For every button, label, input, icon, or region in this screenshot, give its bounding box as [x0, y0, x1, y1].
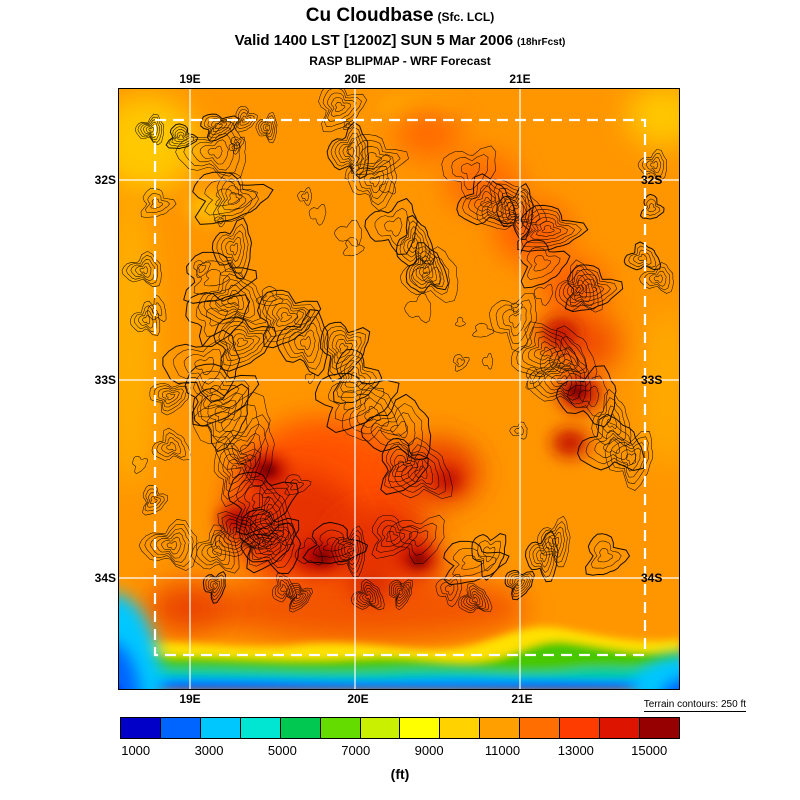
colorbar-segment — [280, 718, 321, 738]
colorbar-segment — [240, 718, 281, 738]
colorbar-segment — [520, 718, 561, 738]
chart-title-suffix: (Sfc. LCL) — [437, 10, 495, 24]
colorbar-segment — [400, 718, 441, 738]
coastal-corner-deeps — [118, 593, 680, 690]
lat-lon-grid — [118, 88, 680, 690]
y-tick-right-32S: 32S — [641, 173, 663, 187]
colorbar-segment — [639, 718, 679, 738]
y-tick-right-34S: 34S — [641, 571, 663, 585]
colorbar-tick-labels: 1000 3000 5000 7000 9000 11000 13000 15000 — [120, 743, 680, 759]
map-frame — [118, 88, 680, 690]
inner-domain-boundary — [153, 118, 647, 657]
terrain-contour-lines — [121, 88, 674, 614]
colorbar — [120, 717, 680, 739]
y-tick-left-32S: 32S — [94, 173, 116, 187]
colorbar-tick-label: 1000 — [121, 743, 151, 758]
colorbar-tick-label: 9000 — [414, 743, 444, 758]
colorbar-segment — [440, 718, 481, 738]
colorbar-tick-label: 11000 — [484, 743, 521, 758]
x-tick-bottom-21E: 21E — [511, 692, 533, 706]
chart-title: Cu Cloudbase — [305, 5, 434, 26]
colorbar-tick-label: 5000 — [267, 743, 297, 758]
colorbar-segment — [121, 718, 161, 738]
y-tick-left-34S: 34S — [94, 571, 116, 585]
x-tick-top-21E: 21E — [509, 72, 531, 86]
colorbar-tick-label: 13000 — [557, 743, 594, 758]
model-source-line: RASP BLIPMAP - WRF Forecast — [309, 54, 491, 68]
colorbar-tick-label: 3000 — [194, 743, 224, 758]
colorbar-tick-label: 15000 — [631, 743, 668, 758]
x-tick-top-19E: 19E — [179, 72, 201, 86]
colorbar-units-label: (ft) — [390, 766, 410, 782]
cloudbase-field-plot — [118, 88, 680, 690]
y-tick-left-33S: 33S — [94, 373, 116, 387]
colorbar-segment — [320, 718, 361, 738]
colorbar-segment — [560, 718, 601, 738]
valid-time-line: Valid 1400 LST [1200Z] SUN 5 Mar 2006 (18… — [0, 32, 800, 49]
terrain-contours-note-text: Terrain contours: 250 ft — [643, 699, 746, 712]
x-tick-bottom-19E: 19E — [179, 692, 201, 706]
forecast-map — [118, 88, 680, 690]
y-tick-right-33S: 33S — [641, 373, 663, 387]
coastal-band — [118, 626, 680, 690]
colorbar-tick-label: 7000 — [341, 743, 371, 758]
forecast-hour-suffix: (18hrFcst) — [517, 37, 566, 48]
chart-title-line: Cu Cloudbase (Sfc. LCL) — [0, 5, 800, 27]
x-tick-top-20E: 20E — [344, 72, 366, 86]
colorbar-segment — [160, 718, 201, 738]
colorbar-segment — [600, 718, 640, 738]
colorbar-segment — [480, 718, 521, 738]
x-tick-bottom-20E: 20E — [347, 692, 369, 706]
terrain-contours-note: Terrain contours: 250 ft — [540, 699, 746, 712]
colorbar-segment — [360, 718, 401, 738]
valid-time-text: Valid 1400 LST [1200Z] SUN 5 Mar 2006 — [234, 32, 514, 49]
colorbar-segment — [200, 718, 241, 738]
